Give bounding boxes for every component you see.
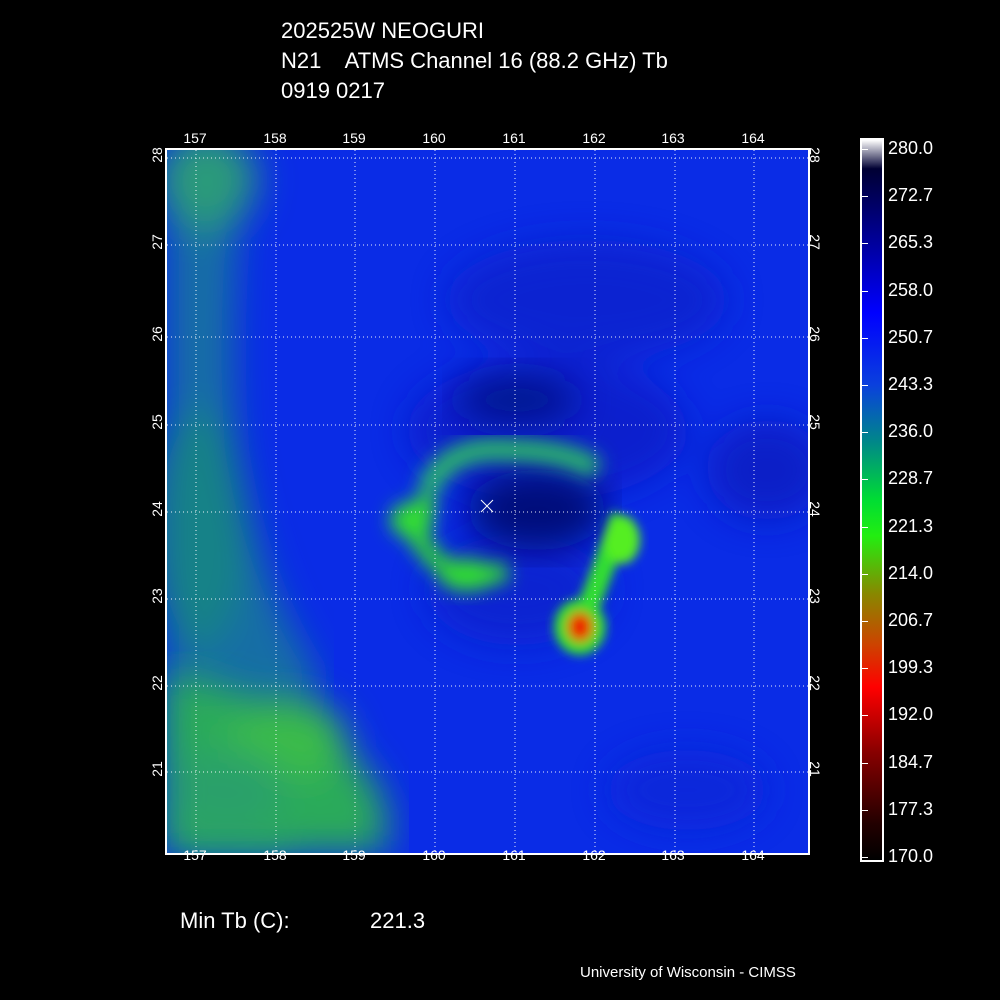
colorbar-label: 192.0 — [888, 704, 933, 725]
colorbar-tick — [862, 479, 868, 480]
lon-label-bottom: 164 — [733, 847, 773, 863]
colorbar-tick — [862, 291, 868, 292]
colorbar-tick — [862, 810, 868, 811]
lon-label-top: 160 — [414, 130, 454, 146]
lat-label-right: 22 — [807, 668, 823, 698]
lon-label-top: 161 — [494, 130, 534, 146]
lon-label-bottom: 160 — [414, 847, 454, 863]
colorbar-tick — [862, 527, 868, 528]
colorbar-tick — [862, 243, 868, 244]
lat-label-right: 28 — [807, 140, 823, 170]
lat-label-left: 23 — [149, 581, 165, 611]
colorbar-label: 199.3 — [888, 657, 933, 678]
colorbar-label: 265.3 — [888, 232, 933, 253]
colorbar-label: 184.7 — [888, 752, 933, 773]
lon-label-bottom: 157 — [175, 847, 215, 863]
colorbar-tick — [862, 621, 868, 622]
colorbar-tick — [862, 715, 868, 716]
colorbar-label: 206.7 — [888, 610, 933, 631]
colorbar-label: 280.0 — [888, 138, 933, 159]
colorbar-label: 177.3 — [888, 799, 933, 820]
lat-label-left: 24 — [149, 494, 165, 524]
datetime-title: 0919 0217 — [281, 78, 385, 104]
lon-label-top: 164 — [733, 130, 773, 146]
lat-label-left: 27 — [149, 227, 165, 257]
colorbar-label: 214.0 — [888, 563, 933, 584]
storm-id-title: 202525W NEOGURI — [281, 18, 484, 44]
lon-label-bottom: 161 — [494, 847, 534, 863]
colorbar-label: 228.7 — [888, 468, 933, 489]
lon-label-top: 158 — [255, 130, 295, 146]
min-tb-value: 221.3 — [370, 908, 425, 934]
colorbar-label: 221.3 — [888, 516, 933, 537]
lat-label-right: 24 — [807, 494, 823, 524]
colorbar-tick — [862, 196, 868, 197]
lat-label-left: 22 — [149, 668, 165, 698]
lon-label-top: 162 — [574, 130, 614, 146]
lat-label-right: 21 — [807, 754, 823, 784]
colorbar-label: 272.7 — [888, 185, 933, 206]
colorbar-label: 258.0 — [888, 280, 933, 301]
lat-label-right: 25 — [807, 407, 823, 437]
lat-label-right: 26 — [807, 319, 823, 349]
lon-label-bottom: 158 — [255, 847, 295, 863]
lon-label-bottom: 162 — [574, 847, 614, 863]
colorbar-tick — [862, 763, 868, 764]
credit-text: University of Wisconsin - CIMSS — [580, 964, 796, 981]
colorbar-tick — [862, 857, 868, 858]
min-tb-label: Min Tb (C): — [180, 908, 290, 934]
lat-label-right: 27 — [807, 227, 823, 257]
colorbar-label: 236.0 — [888, 421, 933, 442]
brightness-field — [167, 150, 808, 853]
colorbar-tick — [862, 668, 868, 669]
lat-label-left: 28 — [149, 140, 165, 170]
lat-label-left: 25 — [149, 407, 165, 437]
satellite-map — [165, 148, 810, 855]
lon-label-top: 159 — [334, 130, 374, 146]
lat-label-left: 26 — [149, 319, 165, 349]
colorbar-tick — [862, 338, 868, 339]
lat-label-left: 21 — [149, 754, 165, 784]
colorbar — [860, 138, 884, 862]
lon-label-top: 163 — [653, 130, 693, 146]
colorbar-tick — [862, 574, 868, 575]
colorbar-label: 243.3 — [888, 374, 933, 395]
colorbar-label: 170.0 — [888, 846, 933, 867]
colorbar-tick — [862, 149, 868, 150]
lon-label-bottom: 163 — [653, 847, 693, 863]
sensor-title: N21 ATMS Channel 16 (88.2 GHz) Tb — [281, 48, 668, 74]
lon-label-bottom: 159 — [334, 847, 374, 863]
colorbar-label: 250.7 — [888, 327, 933, 348]
lon-label-top: 157 — [175, 130, 215, 146]
colorbar-tick — [862, 385, 868, 386]
colorbar-tick — [862, 432, 868, 433]
lat-label-right: 23 — [807, 581, 823, 611]
